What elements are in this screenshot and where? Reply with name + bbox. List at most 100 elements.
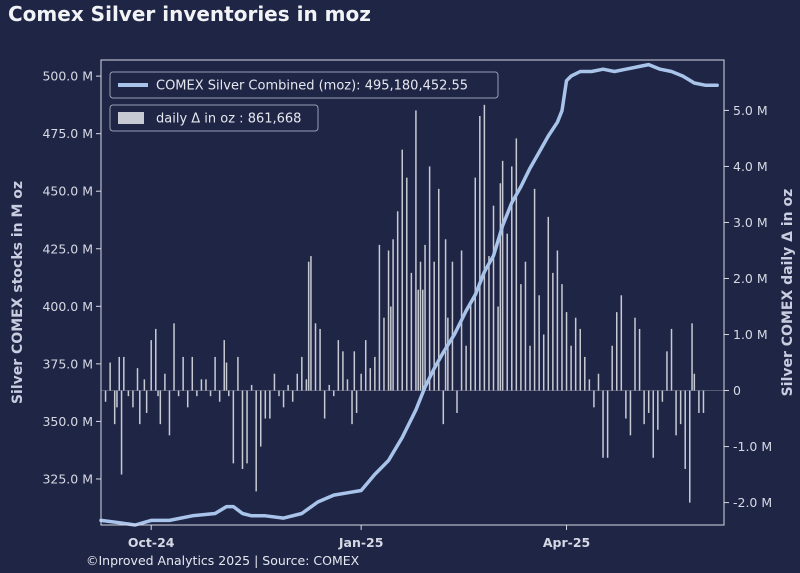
delta-bar (310, 256, 312, 391)
delta-bar (132, 390, 134, 408)
delta-bar (177, 390, 180, 397)
delta-bar (383, 317, 385, 391)
delta-bar (652, 390, 655, 458)
delta-bar (159, 390, 162, 425)
delta-bar (679, 390, 682, 425)
delta-bar (533, 188, 536, 391)
right-tick-label: 5.0 M (733, 103, 768, 118)
delta-bar (529, 345, 531, 391)
delta-bar (353, 351, 356, 391)
delta-bar (542, 334, 545, 391)
delta-bar (561, 284, 563, 391)
x-tick-label: Oct-24 (128, 535, 175, 550)
delta-bar (127, 390, 130, 397)
x-axis: Oct-24 Jan-25 Apr-25 (128, 525, 590, 550)
right-tick-label: -1.0 M (733, 439, 772, 454)
delta-bar (387, 250, 390, 391)
delta-bar (497, 306, 499, 391)
delta-bar (237, 356, 239, 391)
legend-box-line (109, 71, 499, 99)
delta-bar (574, 317, 577, 391)
delta-bar (143, 379, 146, 391)
delta-bar (360, 373, 362, 391)
delta-bar (218, 390, 221, 402)
delta-bar (511, 166, 513, 391)
delta-bar (693, 373, 696, 391)
delta-bar (492, 205, 495, 391)
delta-bar (120, 390, 123, 475)
delta-bar (113, 390, 116, 425)
delta-bar (269, 390, 271, 419)
delta-bar (410, 272, 413, 391)
delta-bar (657, 390, 659, 430)
delta-bar (691, 323, 693, 391)
delta-bar (390, 306, 392, 391)
right-tick-label: 1.0 M (733, 327, 768, 342)
delta-bar (232, 390, 235, 464)
delta-bar (520, 284, 522, 391)
delta-bar (401, 149, 403, 391)
delta-bar (173, 323, 175, 391)
right-tick-label: 4.0 M (733, 159, 768, 174)
delta-bar (328, 384, 330, 391)
delta-bar (301, 356, 303, 391)
delta-bar (314, 323, 317, 391)
delta-bar (584, 356, 586, 391)
y-axis-right-title: Silver COMEX daily Δ in oz (780, 189, 796, 397)
delta-bar (182, 356, 184, 391)
delta-bar (675, 390, 677, 436)
left-tick-label: 400.0 M (42, 299, 93, 314)
left-tick-label: 425.0 M (42, 241, 93, 256)
delta-bar (214, 356, 216, 391)
delta-bar (570, 345, 572, 391)
delta-bar (241, 390, 244, 469)
delta-bar (428, 166, 431, 391)
delta-bar (629, 390, 632, 436)
delta-bar (168, 390, 171, 436)
source-credit: ©Inproved Analytics 2025 | Source: COMEX (86, 553, 360, 568)
delta-bar (638, 328, 641, 391)
left-tick-label: 450.0 M (42, 184, 93, 199)
delta-bar (250, 384, 253, 391)
legend-swatch-bar (118, 112, 144, 124)
delta-bar (647, 390, 650, 413)
delta-bar (369, 368, 372, 391)
y-axis-left-title: Silver COMEX stocks in M oz (10, 181, 26, 404)
delta-bar (139, 390, 141, 425)
delta-bar (552, 272, 554, 391)
delta-bar (479, 116, 481, 391)
delta-bar (597, 373, 600, 391)
left-tick-label: 475.0 M (42, 126, 93, 141)
delta-bar (364, 340, 367, 391)
delta-bar (104, 390, 107, 402)
delta-bar (417, 289, 419, 391)
delta-bar (305, 379, 308, 391)
delta-bar (437, 188, 440, 391)
delta-bar (209, 390, 212, 397)
delta-bar (273, 373, 276, 391)
delta-bar (689, 390, 691, 503)
delta-bar (296, 373, 299, 391)
delta-bar (323, 390, 326, 419)
delta-bar (282, 390, 285, 408)
delta-bar (191, 356, 194, 391)
delta-bar (611, 345, 613, 391)
plot-frame (100, 59, 725, 526)
delta-bar (456, 390, 458, 413)
delta-bar (415, 110, 417, 391)
delta-bar (337, 340, 340, 391)
delta-bar (164, 373, 166, 391)
delta-bar (205, 379, 207, 391)
delta-bar (355, 390, 358, 413)
delta-bar (374, 356, 376, 391)
legend-label-line: COMEX Silver Combined (moz): 495,180,452… (156, 79, 468, 94)
right-tick-label: -2.0 M (733, 495, 772, 510)
delta-bar (186, 390, 189, 408)
left-tick-label: 500.0 M (42, 69, 93, 84)
delta-bar (419, 261, 422, 391)
right-tick-label: 3.0 M (733, 215, 768, 230)
delta-bar (625, 390, 627, 419)
delta-bar (702, 390, 705, 413)
delta-bar (116, 390, 118, 408)
delta-bar (246, 390, 248, 464)
